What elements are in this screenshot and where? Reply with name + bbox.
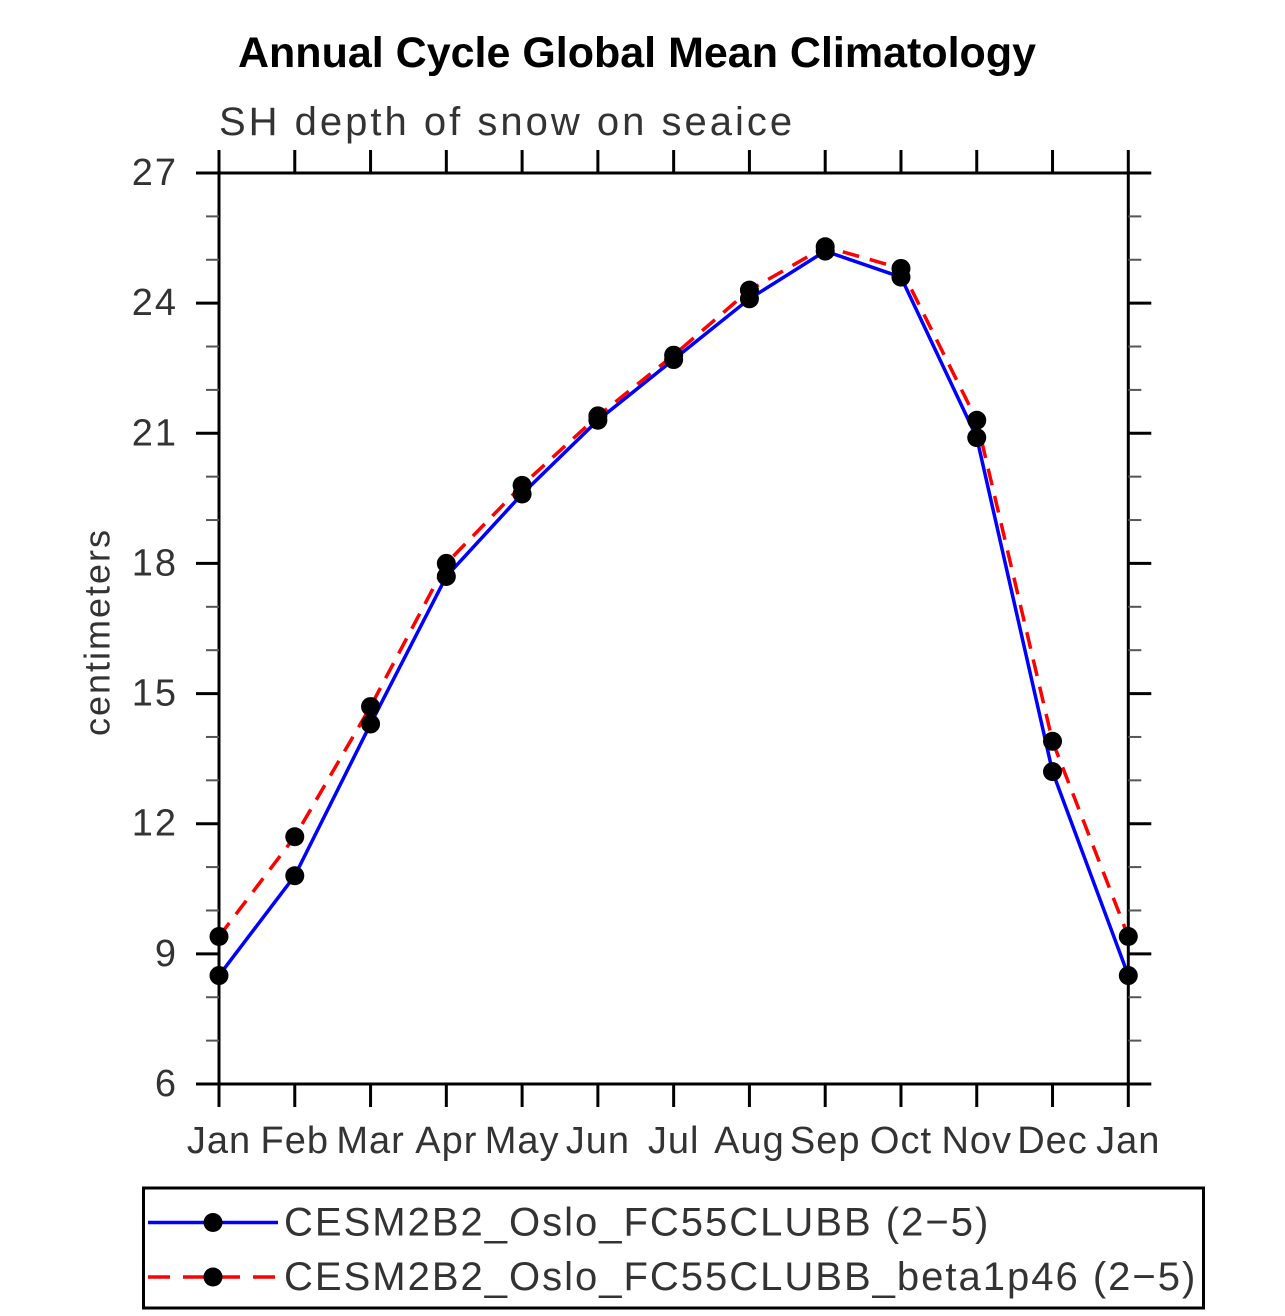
x-tick-label: Jun [566,1120,630,1162]
x-tick-label: Nov [941,1120,1012,1162]
data-markers [209,237,1138,986]
y-tick-label: 6 [155,1063,178,1105]
x-tick-label: Jul [648,1120,700,1162]
data-point [512,475,532,495]
x-tick-label: Sep [790,1120,861,1162]
data-point [436,566,456,586]
data-point [1118,927,1138,947]
x-tick-label: Oct [870,1120,932,1162]
x-tick-label: Mar [336,1120,404,1162]
x-tick-label: Aug [714,1120,785,1162]
data-point [815,237,835,257]
data-point [588,406,608,426]
x-tick-label: Feb [261,1120,329,1162]
data-point [209,927,229,947]
x-tick-label: Jan [187,1120,251,1162]
data-point [361,697,381,717]
y-tick-label: 15 [132,673,178,715]
data-point [664,345,684,365]
legend-label: CESM2B2_Oslo_FC55CLUBB_beta1p46 (2−5) [284,1255,1197,1299]
data-point [285,827,305,847]
data-point [1043,731,1063,751]
data-point [436,553,456,573]
y-tick-label: 18 [132,542,178,584]
data-point [209,966,229,986]
x-tick-label: Dec [1017,1120,1088,1162]
chart-subtitle: SH depth of snow on seaice [219,100,795,144]
x-tick-label: Apr [415,1120,477,1162]
data-point [361,714,381,734]
data-point [891,258,911,278]
y-tick-label: 12 [132,803,178,845]
chart-title: Annual Cycle Global Mean Climatology [238,29,1036,77]
y-tick-label: 9 [155,933,178,975]
data-point [1043,762,1063,782]
x-tick-label: Jan [1096,1120,1160,1162]
x-tick-label: May [485,1120,560,1162]
data-point [967,410,987,430]
data-point [967,428,987,448]
data-point [1118,966,1138,986]
plot-frame [217,171,1130,1086]
legend-marker [203,1213,223,1232]
legend-box [142,1186,1205,1310]
y-tick-label: 24 [132,282,178,324]
y-tick-label: 27 [132,152,178,194]
y-tick-label: 21 [132,412,178,454]
legend: CESM2B2_Oslo_FC55CLUBB (2−5) CESM2B2_Oslo… [142,1186,1205,1310]
data-point [285,866,305,886]
data-point [739,280,759,300]
y-axis-label: centimeters [77,528,118,736]
legend-label: CESM2B2_Oslo_FC55CLUBB (2−5) [284,1201,990,1245]
legend-marker [203,1267,223,1287]
